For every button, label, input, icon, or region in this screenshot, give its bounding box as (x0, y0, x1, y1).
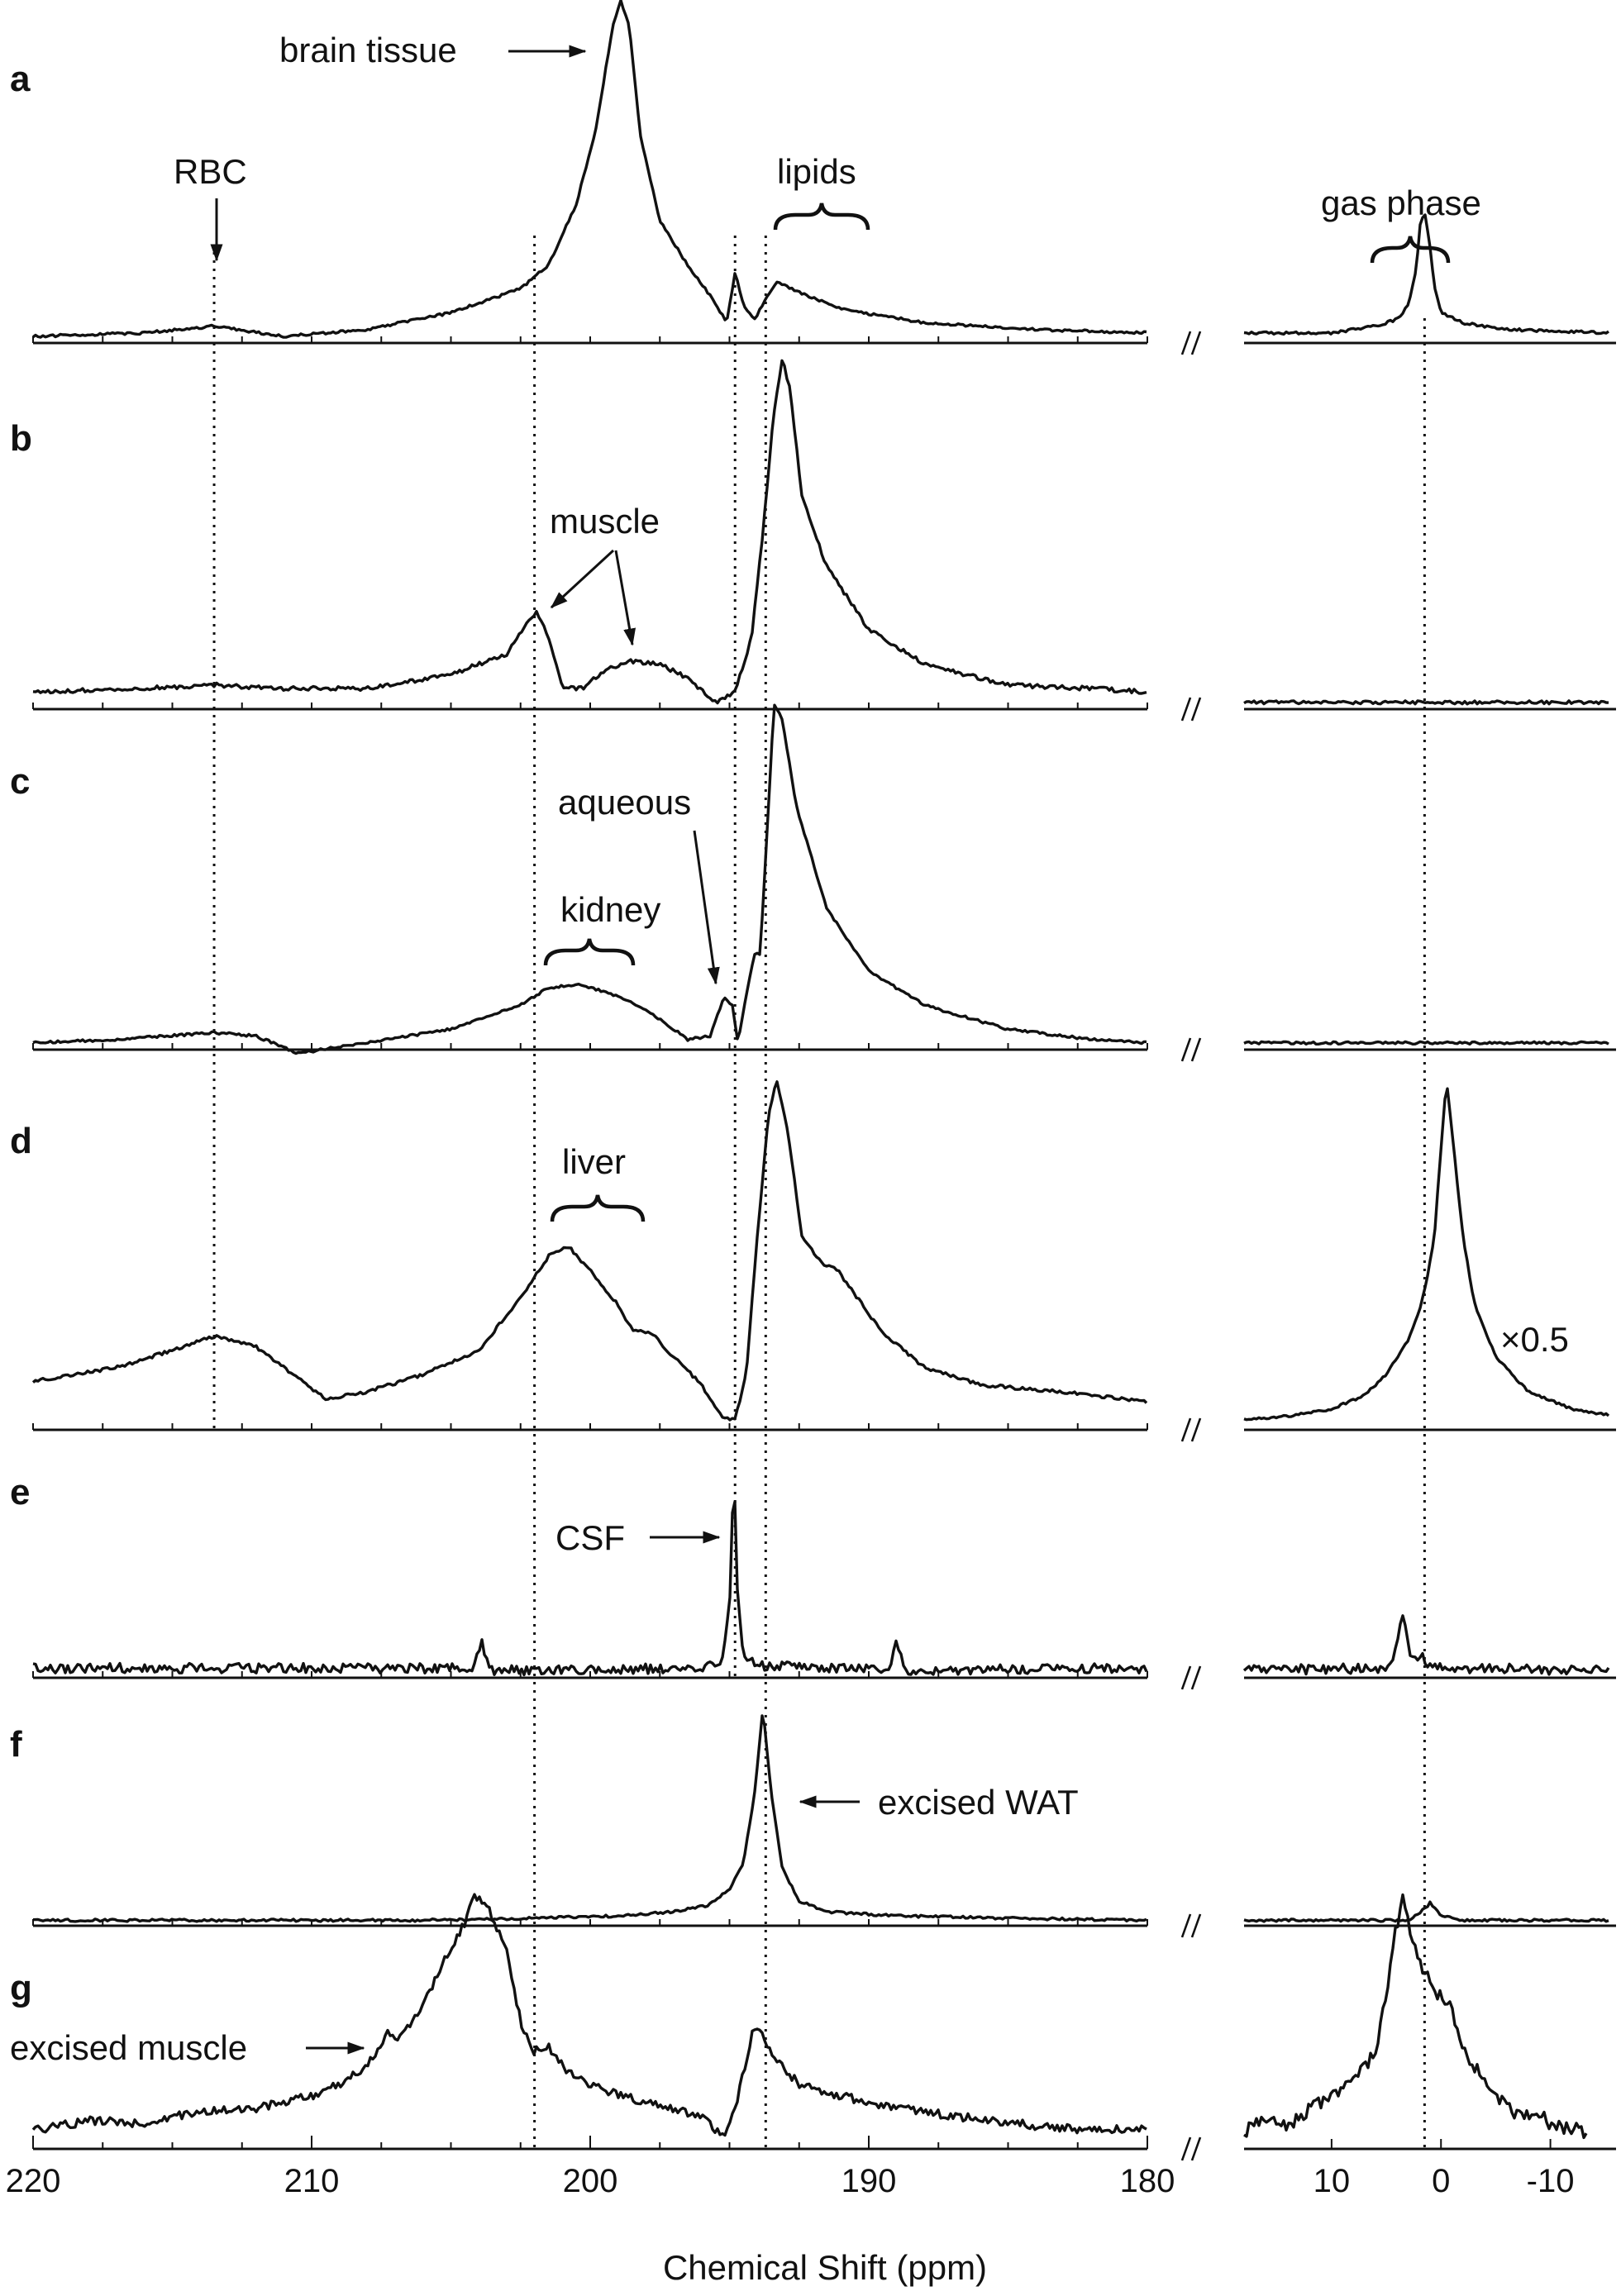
spectrum-gas-d (1243, 1087, 1610, 1422)
spectrum-gas-a (1243, 213, 1609, 336)
panel-letter-a: a (10, 59, 31, 99)
spectrum-main-g (31, 1893, 1147, 2137)
annotation-lipids: lipids (777, 152, 856, 191)
tick-label: 190 (841, 2163, 897, 2199)
panel-b: b (10, 359, 1616, 722)
tick-label: 200 (563, 2163, 618, 2199)
arrow-muscle-2 (614, 550, 636, 646)
gas-scale-label: ×0.5 (1500, 1320, 1569, 1359)
annotation-brain-tissue: brain tissue (279, 31, 457, 69)
axis-break-mark (1180, 331, 1192, 355)
spectrum-main-d (31, 1080, 1148, 1422)
panel-letter-d: d (10, 1121, 32, 1161)
annotation-excised-muscle: excised muscle (10, 2028, 247, 2067)
spectrum-gas-g (1243, 1893, 1588, 2140)
panel-e: e (10, 1472, 1616, 1690)
annotation-aqueous: aqueous (558, 783, 691, 822)
arrow-muscle-1 (550, 549, 615, 609)
brace-gas-phase (1370, 236, 1451, 264)
panel-f: f (10, 1714, 1616, 1938)
axis-break-mark (1190, 2136, 1202, 2161)
axis-break-mark (1180, 2136, 1192, 2161)
panel-letter-f: f (10, 1724, 22, 1765)
x-axis-title: Chemical Shift (ppm) (663, 2248, 987, 2287)
spectrum-gas-c (1243, 1040, 1609, 1046)
spectrum-main-f (32, 1714, 1147, 1923)
annotation-kidney: kidney (560, 890, 660, 929)
panel-g: g (10, 1893, 1616, 2161)
panel-d: d ×0.5 (10, 1080, 1616, 1442)
x-axis: 220 210 200 190 180 10 0 -10 (6, 2136, 1575, 2199)
axis-break-mark (1190, 1037, 1202, 1062)
spectrum-gas-f (1243, 1900, 1609, 1923)
annotation-csf: CSF (555, 1518, 625, 1557)
axis-break-mark (1180, 1913, 1192, 1938)
panel-letter-e: e (10, 1472, 30, 1512)
axis-break-mark (1190, 697, 1202, 722)
panel-c: c (10, 703, 1616, 1062)
spectrum-main-a (31, 0, 1147, 339)
spectrum-gas-e (1242, 1614, 1610, 1676)
axis-break-mark (1190, 1913, 1202, 1938)
brace-kidney (543, 938, 636, 966)
axis-break-mark (1190, 1665, 1202, 1690)
tick-label: 220 (6, 2163, 61, 2199)
annotation-rbc: RBC (174, 152, 247, 191)
brace-lipids (773, 202, 870, 231)
axis-break-mark (1180, 1037, 1192, 1062)
axis-break-mark (1180, 697, 1192, 722)
tick-label: 0 (1432, 2163, 1450, 2199)
annotation-excised-wat: excised WAT (878, 1783, 1079, 1822)
panel-letter-g: g (10, 1968, 32, 2008)
spectrum-main-e (32, 1500, 1148, 1677)
arrow-aqueous (693, 830, 720, 985)
spectrum-gas-b (1243, 699, 1609, 706)
annotation-gas-phase: gas phase (1321, 183, 1481, 222)
spectrum-panels: a b c d ×0.5 e f g (10, 0, 1616, 2161)
panel-a: a (10, 0, 1616, 355)
panel-letter-b: b (10, 418, 32, 459)
annotations: brain tissue RBC lipids gas phase muscle… (10, 31, 1481, 2067)
tick-label: 210 (284, 2163, 340, 2199)
tick-label: 180 (1120, 2163, 1175, 2199)
brace-liver (550, 1194, 646, 1222)
axis-break-mark (1190, 331, 1202, 355)
panel-letter-c: c (10, 761, 30, 802)
axis-break-mark (1190, 1417, 1202, 1442)
annotation-liver: liver (562, 1142, 626, 1181)
spectrum-main-b (32, 359, 1147, 705)
tick-label: -10 (1527, 2163, 1575, 2199)
reference-lines (212, 236, 1426, 2149)
axis-break-mark (1180, 1665, 1192, 1690)
axis-break-mark (1180, 1417, 1192, 1442)
spectrum-main-c (32, 703, 1147, 1055)
tick-label: 10 (1313, 2163, 1351, 2199)
annotation-muscle: muscle (550, 502, 660, 541)
